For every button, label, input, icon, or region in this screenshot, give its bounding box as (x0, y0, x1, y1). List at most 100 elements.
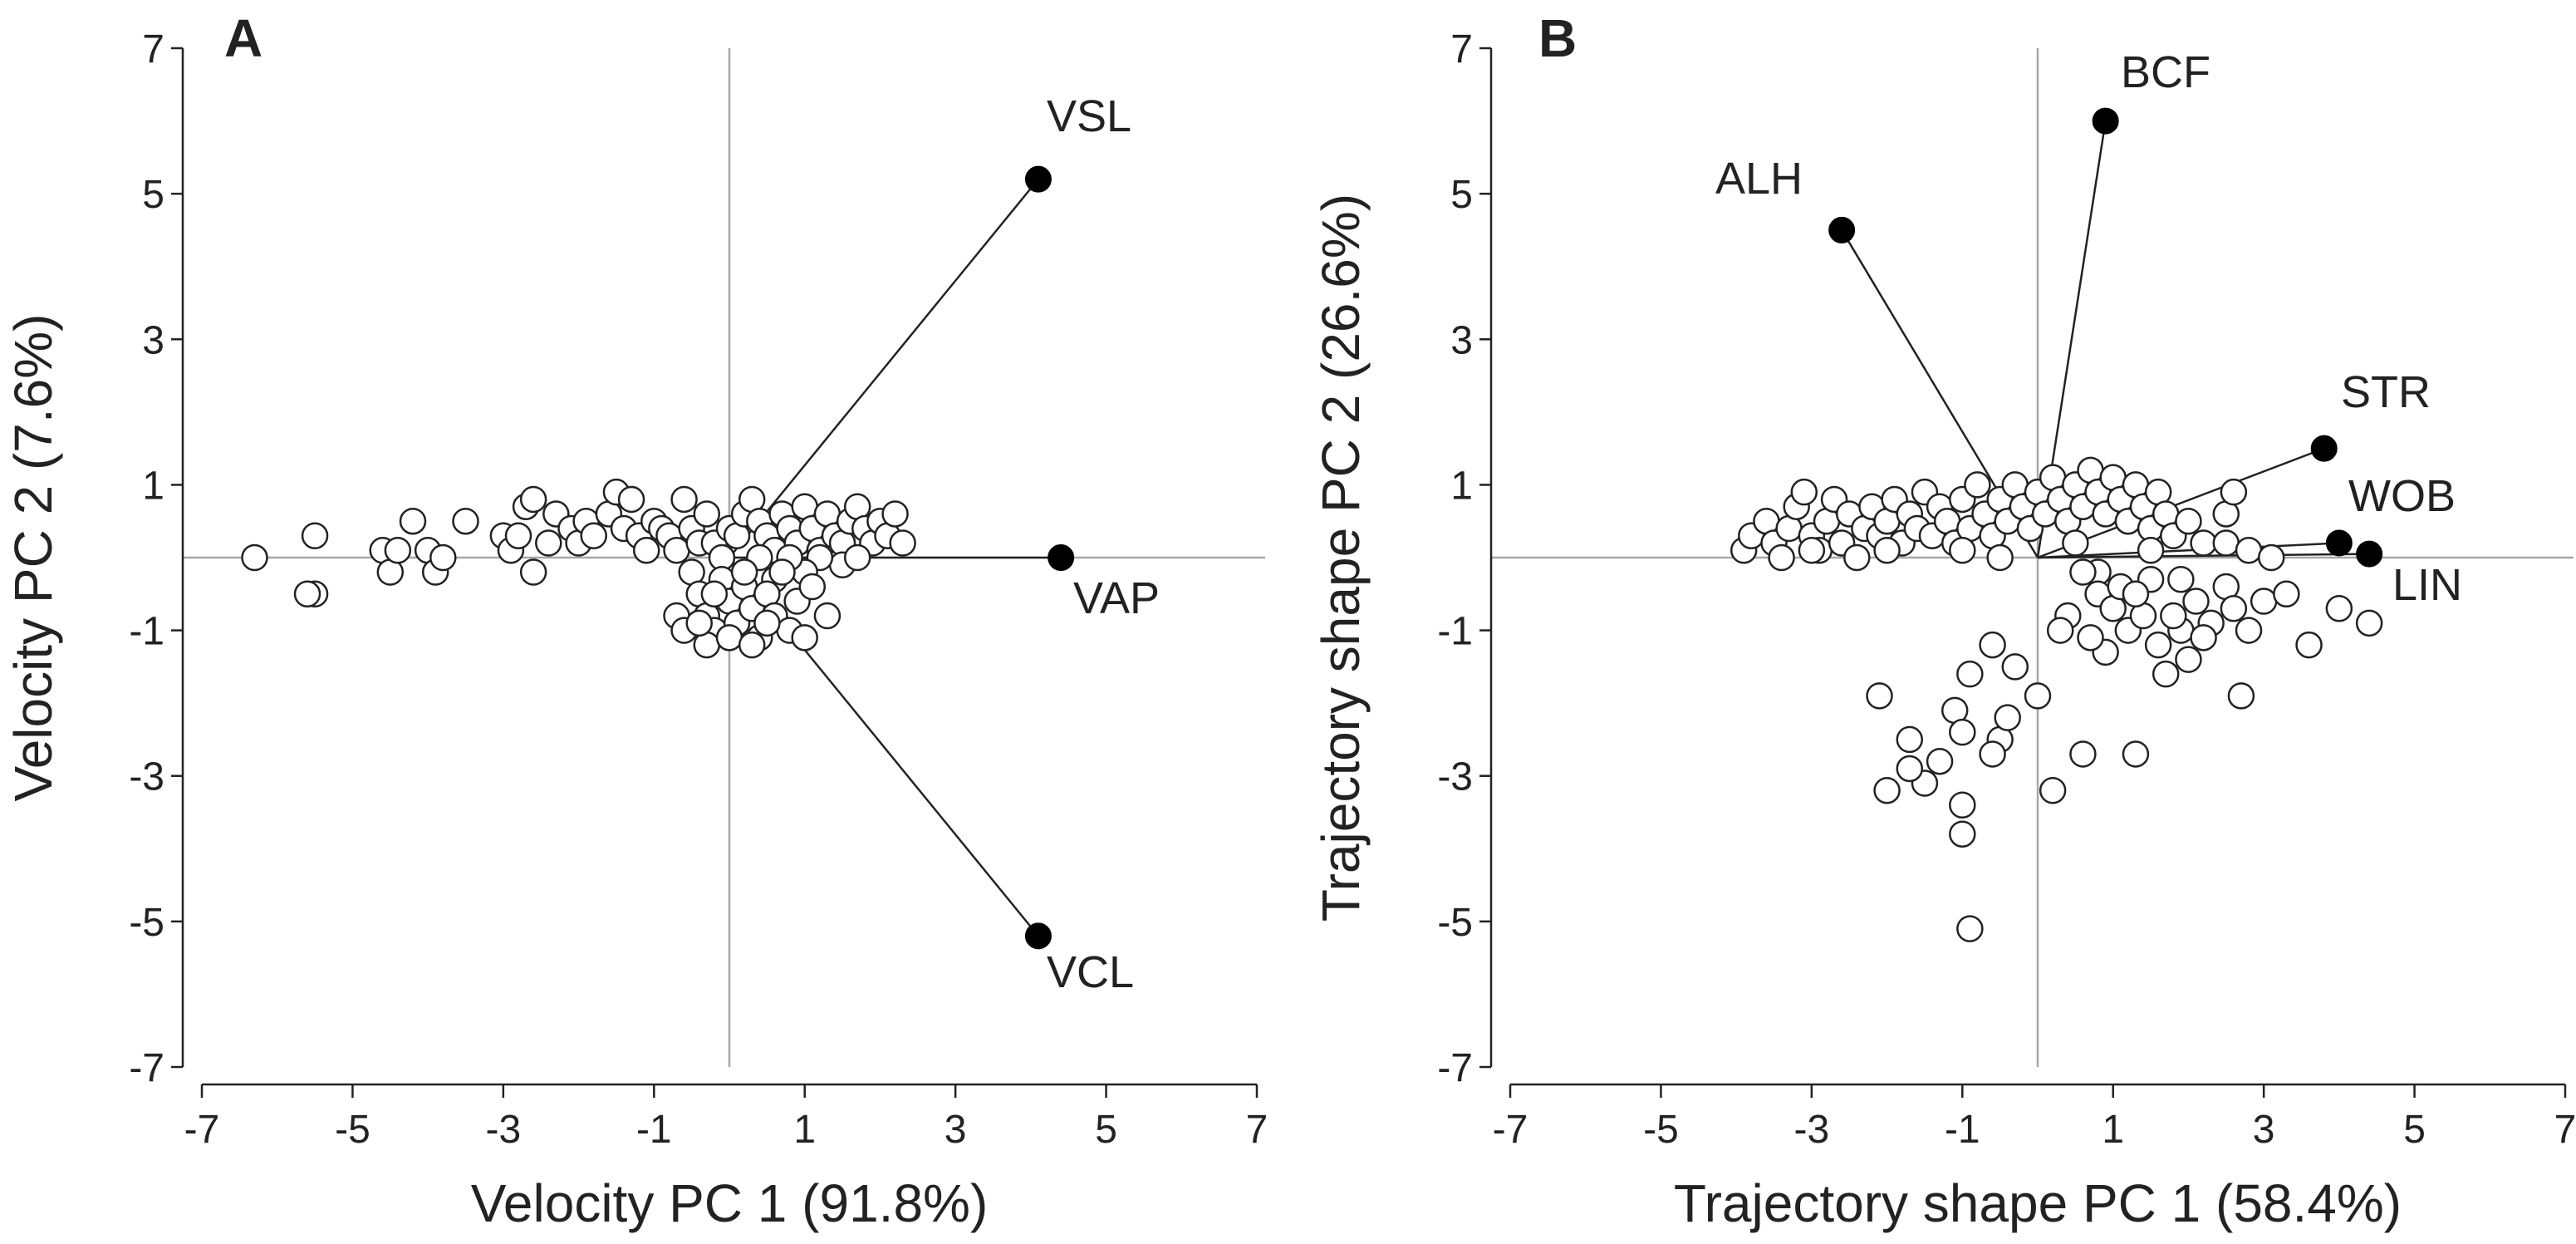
score-point (1949, 791, 1976, 819)
loading-point-lin (2356, 540, 2383, 568)
score-point (1956, 915, 1984, 942)
score-point (293, 580, 321, 608)
score-point (1986, 543, 2014, 572)
score-point (715, 624, 743, 652)
x-axis-title: Trajectory shape PC 1 (58.4%) (1674, 1173, 2402, 1233)
score-point (2325, 595, 2353, 622)
score-point (2137, 536, 2165, 564)
score-point (1956, 660, 1984, 688)
score-point (2077, 624, 2104, 652)
score-point (2046, 617, 2074, 644)
score-point (301, 522, 329, 549)
score-point (1866, 682, 1893, 710)
x-tick-label: 1 (2102, 1108, 2124, 1152)
y-tick-label: 3 (1450, 318, 1473, 362)
y-tick-label: -1 (1437, 610, 1473, 654)
panel-label: B (1538, 8, 1577, 68)
score-point (399, 507, 427, 535)
x-tick-label: 7 (2554, 1108, 2576, 1152)
loading-point-wob (2325, 529, 2353, 557)
x-tick-label: -7 (1493, 1108, 1528, 1152)
score-point (2144, 631, 2172, 659)
y-tick-label: 5 (1450, 173, 1473, 217)
score-point (2190, 624, 2217, 652)
x-tick-label: -7 (184, 1108, 220, 1152)
loading-point-str (2310, 435, 2338, 462)
score-point (519, 558, 547, 586)
y-tick-label: 1 (142, 464, 164, 508)
score-point (2235, 617, 2263, 644)
y-tick-label: -5 (129, 901, 164, 945)
y-axis-title: Trajectory shape PC 2 (26.6%) (1311, 194, 1371, 922)
score-point (753, 609, 781, 637)
score-point (2220, 478, 2248, 506)
loading-point-vap (1048, 544, 1075, 571)
panel-a: 7 5 3 1 -1 -3 -5 -7 -7 -5 -3 -1 1 3 5 7 Velocity PC 1 (9… (3, 8, 1268, 1233)
score-point (1949, 820, 1976, 848)
score-point (384, 536, 412, 564)
score-point (504, 522, 532, 549)
y-tick-label: 7 (142, 27, 164, 71)
score-point (2355, 609, 2383, 637)
score-point (519, 485, 547, 514)
score-point (1798, 536, 1826, 564)
score-point (1949, 536, 1976, 564)
score-point (881, 500, 909, 528)
score-point (617, 485, 645, 514)
score-point (889, 529, 916, 557)
score-point (2190, 529, 2217, 557)
score-point (1843, 543, 1871, 572)
score-point (738, 631, 766, 659)
panel-label: A (224, 8, 263, 68)
score-point (1964, 471, 1991, 499)
x-tick-label: 1 (793, 1108, 816, 1152)
score-point (2273, 580, 2300, 608)
score-point (685, 609, 713, 637)
y-tick-label: -7 (1437, 1046, 1473, 1090)
x-tick-label: -5 (335, 1108, 370, 1152)
y-tick-label: 1 (1450, 464, 1473, 508)
loading-point-vsl (1024, 165, 1052, 193)
x-tick-label: -3 (1794, 1108, 1830, 1152)
score-point (700, 580, 729, 608)
loading-point-alh (1828, 216, 1856, 243)
loading-label-vsl: VSL (1047, 91, 1131, 141)
score-point (2235, 536, 2263, 564)
score-point (2001, 653, 2029, 681)
score-point (2122, 580, 2150, 608)
score-point (2039, 776, 2067, 804)
score-point (2062, 529, 2089, 557)
score-point (2250, 588, 2278, 615)
score-point (2175, 646, 2202, 673)
score-point (843, 543, 871, 572)
score-point (535, 529, 562, 557)
y-tick-label: 7 (1450, 27, 1473, 71)
x-tick-label: 5 (2403, 1108, 2426, 1152)
score-point (1768, 543, 1795, 572)
x-tick-label: -1 (636, 1108, 672, 1152)
score-point (693, 500, 721, 528)
score-point (1873, 536, 1901, 564)
loading-vector-vsl (729, 178, 1039, 558)
score-point (1994, 704, 2021, 731)
score-point (670, 485, 698, 514)
x-tick-label: -1 (1945, 1108, 1980, 1152)
x-tick-label: -3 (486, 1108, 522, 1152)
y-tick-label: -5 (1437, 901, 1473, 945)
score-point (768, 558, 796, 586)
loading-point-vcl (1024, 922, 1052, 950)
score-point (730, 558, 758, 586)
loading-point-bcf (2092, 107, 2119, 135)
score-point (1896, 755, 1924, 783)
x-tick-label: 3 (945, 1108, 967, 1152)
loading-label-lin: LIN (2392, 560, 2462, 610)
score-point (2069, 740, 2097, 768)
score-point (452, 507, 479, 535)
x-tick-label: -5 (1643, 1108, 1679, 1152)
y-tick-label: 3 (142, 318, 164, 362)
score-point (798, 573, 827, 601)
score-point (1873, 776, 1901, 804)
score-point (2122, 740, 2150, 768)
score-point (2152, 660, 2180, 688)
loading-label-vcl: VCL (1047, 947, 1134, 997)
